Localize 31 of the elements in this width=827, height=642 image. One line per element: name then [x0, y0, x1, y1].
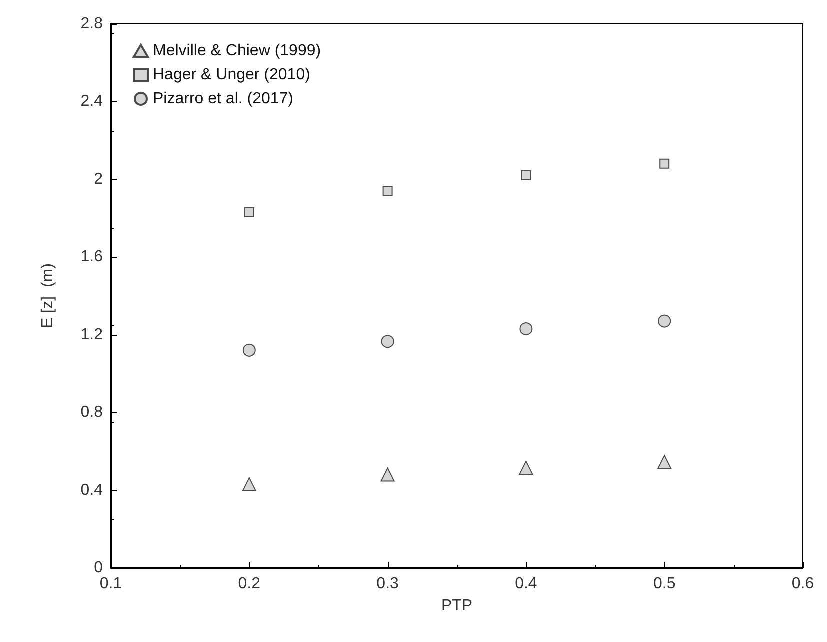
- point: [381, 335, 394, 348]
- point: [658, 455, 672, 470]
- x-tick-label: 0.4: [515, 576, 538, 592]
- point: [382, 186, 393, 196]
- x-tick-label: 0.3: [376, 576, 400, 592]
- point: [521, 170, 532, 181]
- y-tick-label: 0.4: [80, 482, 104, 499]
- point: [658, 314, 672, 328]
- legend-label: Pizarro et al. (2017): [153, 90, 294, 108]
- x-tick-label: 0.6: [792, 576, 814, 592]
- point: [520, 322, 533, 336]
- point: [380, 468, 395, 482]
- x-tick-label: 0.5: [653, 576, 676, 592]
- x-tick-label: 0.2: [238, 576, 261, 592]
- point: [519, 460, 534, 475]
- y-tick-label: 2.8: [80, 16, 104, 32]
- y-tick-label: 2.4: [80, 93, 104, 110]
- point: [242, 344, 256, 357]
- point: [244, 207, 254, 218]
- point: [242, 477, 256, 492]
- y-tick-label: 1.6: [80, 248, 104, 266]
- y-axis-title: E [z] (m): [40, 264, 56, 328]
- legend-label: Melville & Chiew (1999): [153, 42, 322, 60]
- x-axis-title: PTP: [441, 598, 473, 614]
- legend-label: Hager & Unger (2010): [153, 66, 310, 84]
- point: [660, 158, 670, 169]
- y-tick-label: 0.8: [80, 404, 104, 422]
- y-tick-label: 0: [94, 560, 104, 576]
- y-tick-label: 1.2: [80, 326, 104, 344]
- x-tick-label: 0.1: [100, 576, 122, 592]
- y-tick-label: 2: [94, 170, 104, 188]
